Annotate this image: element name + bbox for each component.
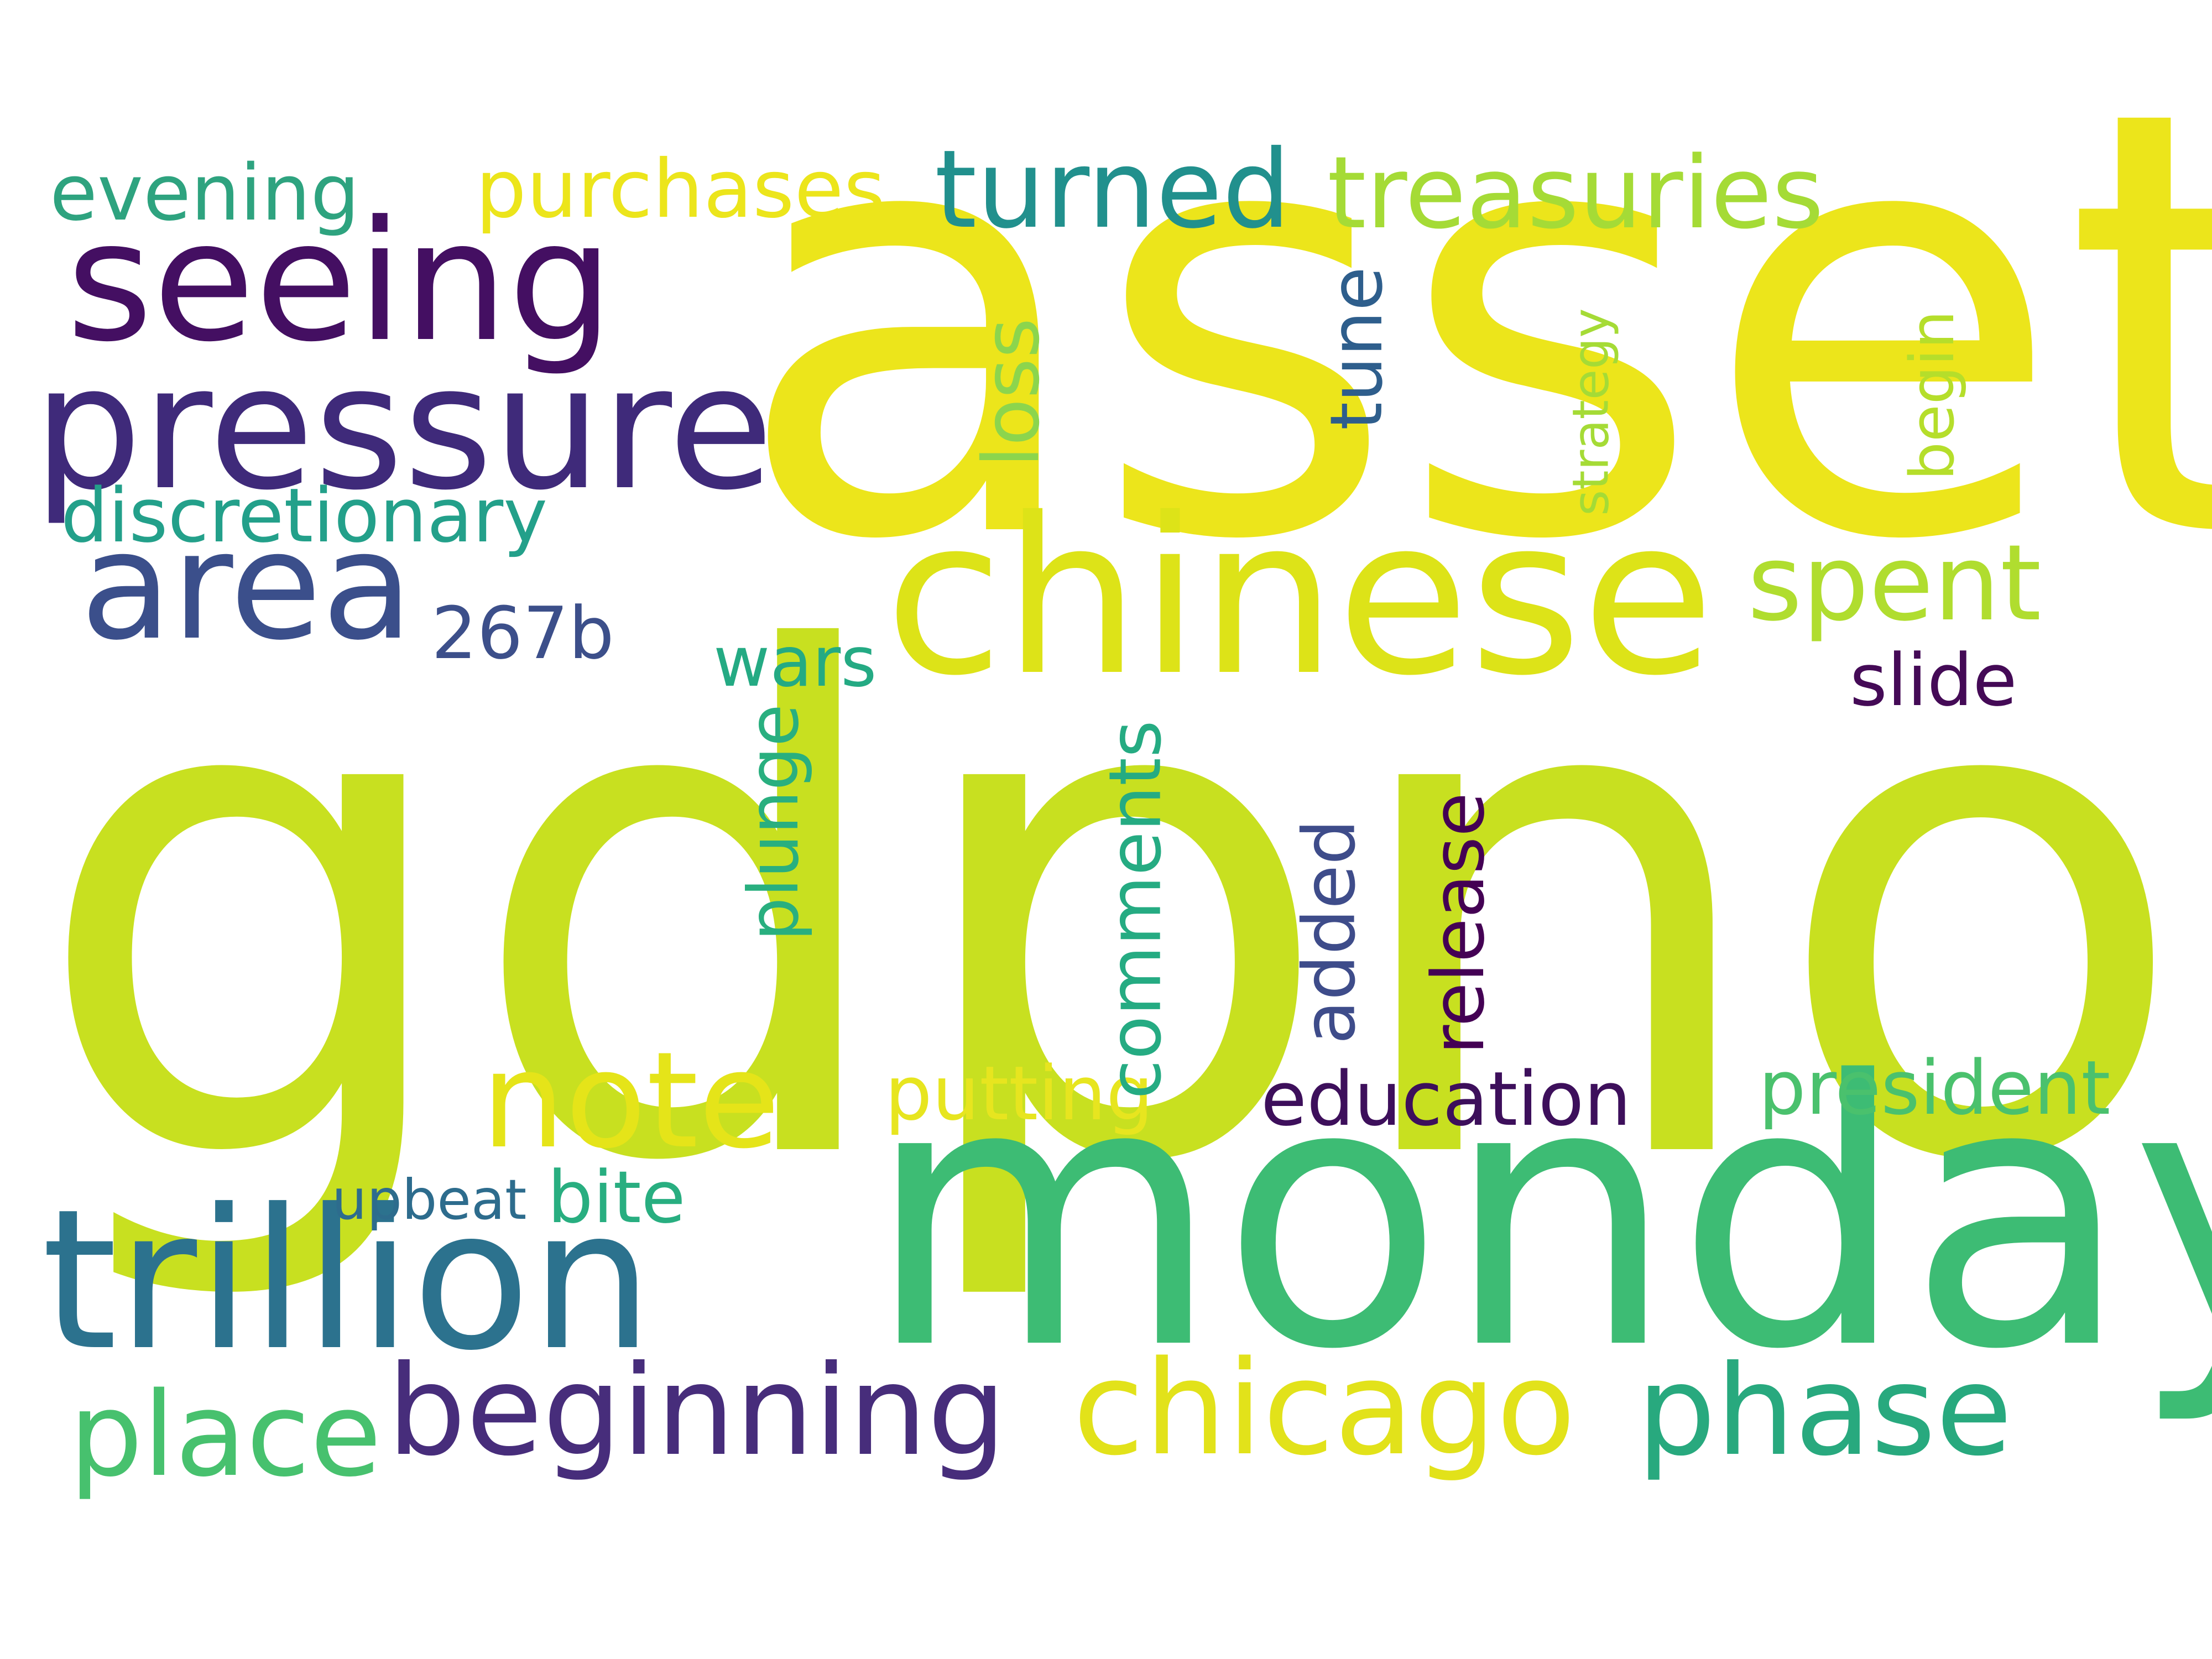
word-note: note — [481, 1023, 780, 1178]
word-upbeat: upbeat — [332, 1167, 527, 1232]
word-evening: evening — [50, 148, 360, 238]
word-chinese: chinese — [885, 472, 1715, 723]
word-plunge: plunge — [733, 704, 814, 941]
word-discretionary: discretionary — [61, 472, 548, 559]
word-gdpnow: gdpnow — [30, 513, 2212, 1311]
word-putting: putting — [885, 1050, 1154, 1137]
word-seeing: seeing — [66, 185, 614, 378]
word-begin: begin — [1896, 310, 1968, 481]
word-president: president — [1759, 1045, 2111, 1131]
word-loss: loss — [967, 317, 1057, 468]
word-wars: wars — [713, 622, 877, 702]
word-purchases: purchases — [476, 143, 886, 236]
word-place: place — [69, 1367, 382, 1503]
word-comments: comments — [1093, 720, 1177, 1099]
word-trillion: trillion — [41, 1167, 654, 1393]
word-education: education — [1261, 1056, 1631, 1142]
word-slide: slide — [1850, 638, 2017, 722]
word-release: release — [1416, 792, 1501, 1055]
word-bite: bite — [547, 1155, 686, 1239]
word-treasuries: treasuries — [1327, 135, 1824, 251]
word-area: area — [80, 499, 414, 673]
word-strategy: strategy — [1562, 308, 1620, 516]
word-phase: phase — [1637, 1339, 2012, 1484]
word-chicago: chicago — [1073, 1333, 1576, 1484]
word-added: added — [1287, 819, 1371, 1045]
word-pressure: pressure — [33, 328, 774, 528]
word-turned: turned — [935, 127, 1291, 252]
word-monday: monday — [865, 1004, 2212, 1429]
word-asset: asset — [733, 0, 2212, 667]
word-beginning: beginning — [387, 1339, 1006, 1484]
word-tune: tune — [1314, 267, 1399, 430]
word-267b: 267b — [431, 591, 614, 675]
word-spent: spent — [1747, 522, 2042, 644]
